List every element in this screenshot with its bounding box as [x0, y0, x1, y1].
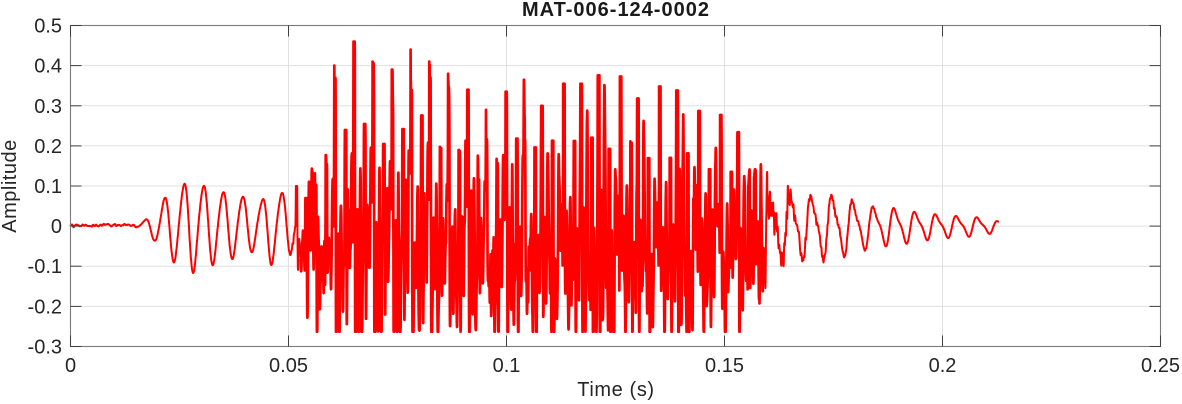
svg-text:0.05: 0.05	[269, 355, 308, 377]
svg-text:0.15: 0.15	[705, 355, 744, 377]
svg-text:0: 0	[65, 355, 76, 377]
svg-text:Time (s): Time (s)	[577, 379, 654, 401]
svg-text:0.3: 0.3	[34, 96, 62, 118]
svg-text:-0.3: -0.3	[28, 337, 62, 359]
svg-text:0.2: 0.2	[929, 355, 957, 377]
svg-text:-0.1: -0.1	[28, 256, 62, 278]
svg-text:-0.2: -0.2	[28, 296, 62, 318]
svg-text:Amplitude: Amplitude	[0, 139, 21, 232]
svg-text:0.4: 0.4	[34, 56, 62, 78]
svg-text:0.1: 0.1	[493, 355, 521, 377]
svg-text:0.1: 0.1	[34, 176, 62, 198]
svg-text:0.5: 0.5	[34, 16, 62, 38]
svg-text:MAT-006-124-0002: MAT-006-124-0002	[522, 0, 710, 21]
svg-text:0: 0	[51, 216, 62, 238]
svg-text:0.2: 0.2	[34, 136, 62, 158]
svg-text:0.25: 0.25	[1141, 355, 1180, 377]
